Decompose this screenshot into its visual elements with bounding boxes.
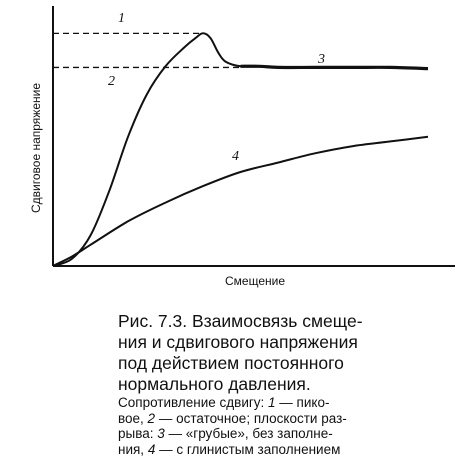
curve-label-2: 2 [108, 74, 115, 89]
curve-number-ref: 2 [147, 410, 156, 426]
curve-label-4: 4 [232, 149, 239, 164]
reference-lines [53, 32, 241, 69]
curve-3-rough [240, 64, 429, 71]
axes [52, 6, 455, 267]
caption-legend-line: Сопротивление сдвигу: 1 — пико- [118, 395, 330, 410]
figure-caption-title: Рис. 7.3. Взаимосвязь смеще- ния и сдвиг… [118, 311, 388, 395]
curve-4-clay-filled [52, 135, 429, 267]
curve-number-ref: 3 [157, 426, 165, 441]
curve-label-1: 1 [118, 11, 125, 26]
curve-labels: 1 2 3 4 [108, 11, 325, 164]
y-axis-label: Сдвиговое напряжение [29, 83, 43, 213]
figure-caption-legend: Сопротивление сдвигу: 1 — пико-вое, 2 — … [118, 395, 388, 457]
caption-legend-line: ния, 4 — с глинистым заполнением [118, 441, 341, 457]
curve-number-ref: 1 [268, 395, 276, 410]
shear-stress-displacement-chart: 1 2 3 4 Сдвиговое напряжение Смещение [29, 6, 455, 288]
caption-title-line: нормального давления. [118, 374, 311, 394]
caption-legend-line: вое, 2 — остаточное; плоскости раз- [118, 410, 347, 426]
curve-label-3: 3 [317, 52, 325, 67]
caption-legend-line: рыва: 3 — «грубые», без заполне- [118, 426, 333, 441]
x-axis-label: Смещение [225, 274, 285, 288]
curve-number-ref: 4 [147, 441, 156, 457]
caption-title-line: ния и сдвигового напряжения [118, 332, 358, 352]
caption-title-line: под действием постоянного [118, 353, 344, 373]
curves [52, 32, 429, 267]
caption-title-line: Рис. 7.3. Взаимосвязь смеще- [118, 311, 363, 331]
